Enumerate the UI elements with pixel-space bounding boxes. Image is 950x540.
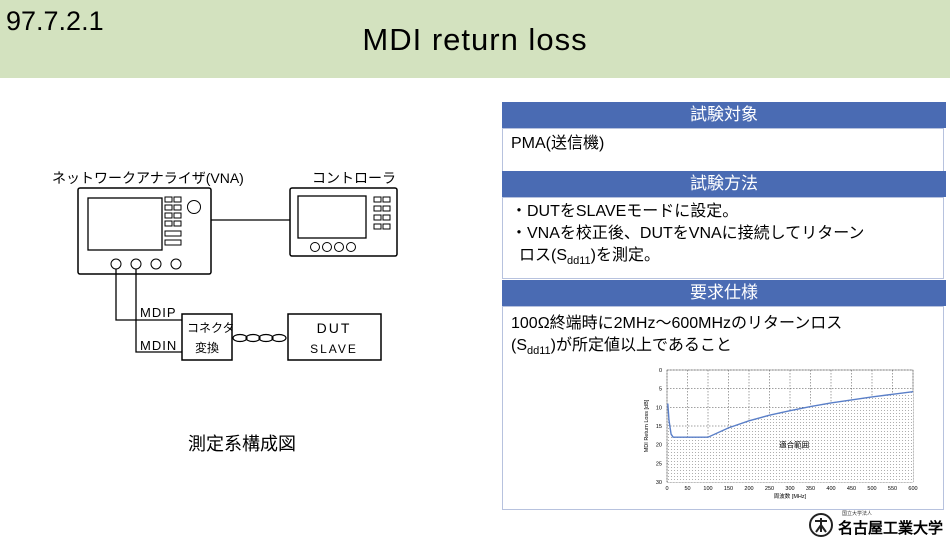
mdip-label: MDIP [140, 305, 177, 320]
university-logo-icon [809, 513, 833, 537]
requirement-line-2: (Sdd11)が所定値以上であること [511, 337, 732, 358]
y-tick-label: 5 [659, 387, 662, 393]
target-heading: 試験対象 [502, 102, 946, 128]
vna-knob-icon [187, 200, 201, 214]
dut-label-line1: DUT [317, 320, 352, 336]
dut-label-line2: SLAVE [310, 342, 358, 356]
x-tick-label: 150 [724, 486, 733, 492]
y-tick-label: 20 [656, 443, 662, 449]
logo-subtext: 国立大学法人 [842, 511, 873, 517]
connector-label-line2: 変換 [195, 340, 219, 355]
requirement-heading: 要求仕様 [502, 280, 946, 306]
method-line-1: ・DUTをSLAVEモードに設定。 [511, 203, 739, 220]
dut-box [287, 313, 382, 361]
x-axis-title: 周波数 [MHz] [774, 492, 807, 500]
x-tick-label: 250 [765, 486, 774, 492]
x-tick-label: 550 [888, 486, 897, 492]
controller-label: コントローラ [312, 170, 396, 186]
requirement-line-1: 100Ω終端時に2MHz～600MHzのリターンロス [511, 315, 843, 332]
logo-text: 名古屋工業大学 [838, 520, 944, 537]
vna-button-grid [164, 196, 182, 246]
twisted-pair-cable-icon [232, 333, 287, 343]
page-title: MDI return loss [362, 22, 588, 57]
x-tick-label: 500 [867, 486, 876, 492]
method-cell: ・DUTをSLAVEモードに設定。 ・VNAを校正後、DUTをVNAに接続してリ… [502, 197, 944, 279]
y-tick-label: 0 [659, 368, 662, 374]
setup-diagram: ネットワークアナライザ(VNA) コントローラ [52, 170, 398, 361]
method-heading: 試験方法 [502, 171, 946, 197]
method-line-3: ロス(Sdd11)を測定。 [519, 247, 661, 268]
series-line [667, 391, 914, 438]
vna-label: ネットワークアナライザ(VNA) [52, 170, 244, 186]
x-tick-label: 600 [908, 486, 917, 492]
diagram-caption: 測定系構成図 [188, 434, 296, 454]
target-text: PMA(送信機) [511, 135, 605, 152]
vna-device [77, 187, 212, 275]
y-tick-label: 25 [656, 461, 662, 467]
x-tick-label: 300 [785, 486, 794, 492]
target-cell: PMA(送信機) [502, 128, 944, 172]
method-line-2: ・VNAを校正後、DUTをVNAに接続してリターン [511, 225, 865, 242]
vna-ports [110, 258, 182, 270]
x-tick-label: 100 [703, 486, 712, 492]
compliance-region [667, 391, 913, 482]
y-tick-label: 10 [656, 405, 662, 411]
x-tick-label: 350 [806, 486, 815, 492]
requirement-cell: 100Ω終端時に2MHz～600MHzのリターンロス (Sdd11)が所定値以上… [502, 306, 944, 510]
y-tick-label: 30 [656, 480, 662, 486]
x-tick-label: 450 [847, 486, 856, 492]
controller-device [289, 187, 398, 257]
region-label: 適合範囲 [779, 440, 809, 450]
y-tick-label: 15 [656, 424, 662, 430]
x-tick-label: 50 [684, 486, 690, 492]
mdin-label: MDIN [140, 338, 177, 353]
x-tick-label: 0 [665, 486, 668, 492]
test-spec-panel: 試験対象 PMA(送信機) 試験方法 ・DUTをSLAVEモードに設定。 ・VN… [502, 102, 946, 510]
connector-box [181, 313, 233, 361]
x-tick-label: 400 [826, 486, 835, 492]
return-loss-chart: 0 50 100 150 200 250 300 350 400 450 500 550 600 0 5 10… [644, 368, 918, 500]
x-tick-label: 200 [744, 486, 753, 492]
connector-label-line1: コネクタ [187, 321, 235, 335]
y-axis-title: MDI Return Loss [dB] [644, 399, 650, 452]
header-bar: 97.7.2.1 MDI return loss [0, 0, 950, 78]
section-number: 97.7.2.1 [6, 6, 104, 36]
